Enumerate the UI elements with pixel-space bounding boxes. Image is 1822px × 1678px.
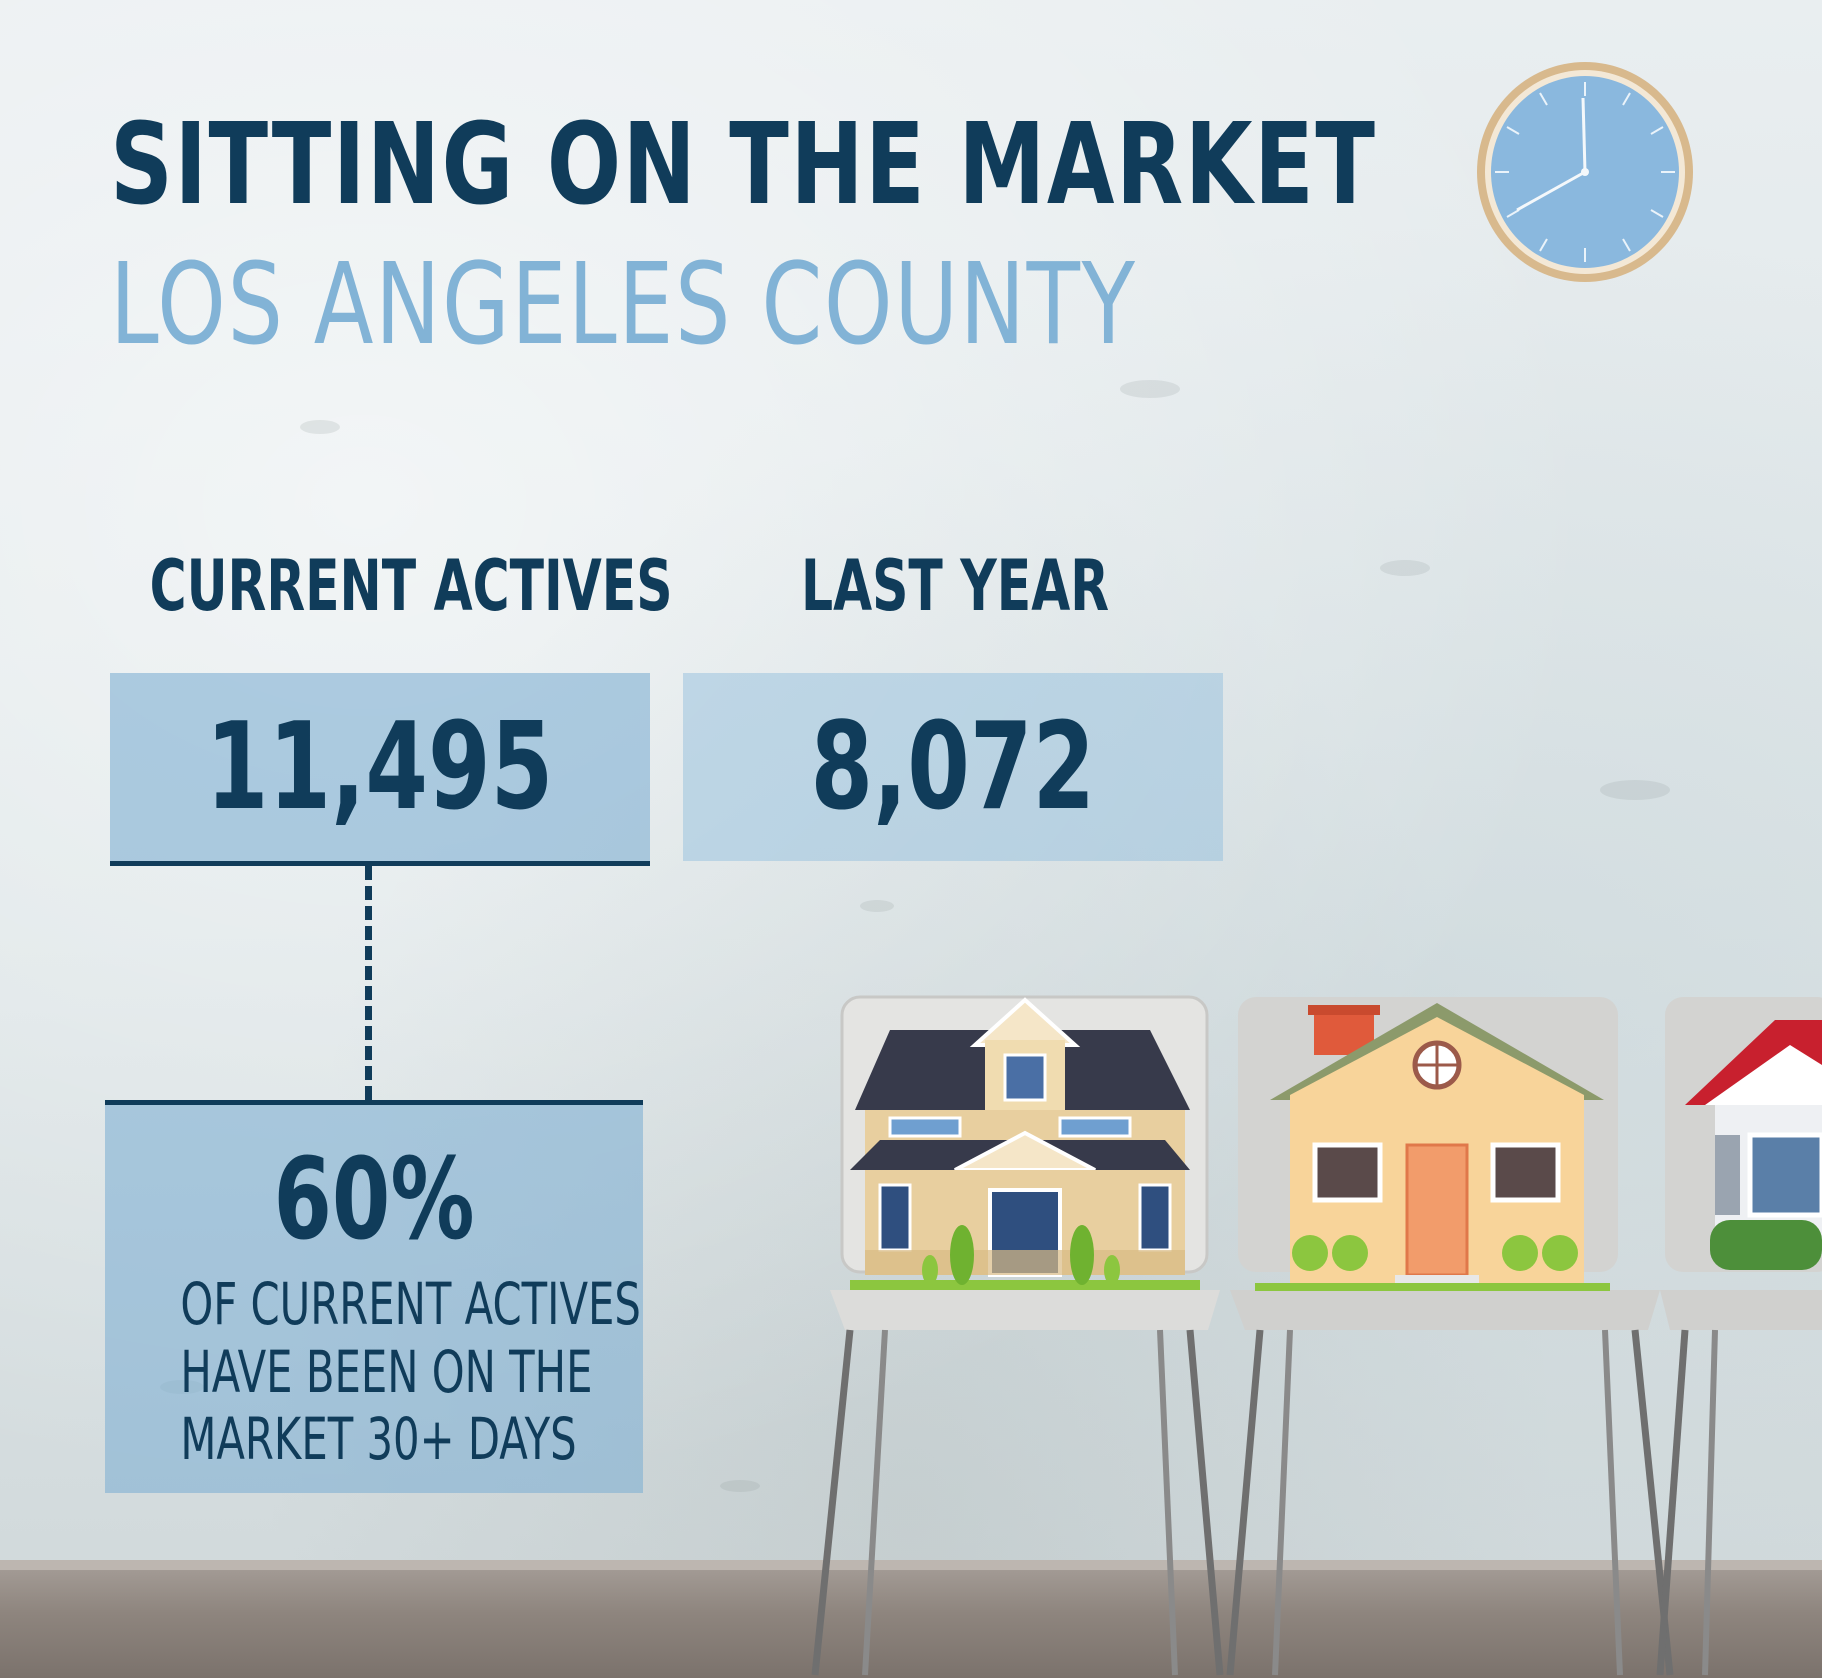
house-icon — [1685, 1020, 1822, 1270]
current-actives-value: 11,495 — [206, 697, 554, 837]
current-actives-label: CURRENT ACTIVES — [149, 545, 673, 627]
baseboard — [0, 1560, 1822, 1572]
house-icon — [1255, 1003, 1610, 1291]
percentage-value: 60% — [273, 1135, 475, 1265]
callout-line-2: HAVE BEEN ON THE — [180, 1338, 593, 1406]
last-year-label: LAST YEAR — [800, 545, 1110, 627]
percentage-callout: 60% OF CURRENT ACTIVES HAVE BEEN ON THE … — [105, 1100, 643, 1493]
house-icon — [850, 997, 1200, 1290]
dashed-connector — [365, 866, 372, 1100]
chairs-with-houses — [811, 995, 1822, 1676]
last-year-box: 8,072 — [683, 673, 1223, 861]
wall-clock-icon — [1477, 62, 1693, 282]
floor — [0, 1570, 1822, 1678]
last-year-value: 8,072 — [810, 697, 1096, 837]
page-subtitle: LOS ANGELES COUNTY — [110, 240, 1137, 370]
current-actives-box: 11,495 — [110, 673, 650, 866]
callout-line-3: MARKET 30+ DAYS — [180, 1405, 577, 1473]
callout-line-1: OF CURRENT ACTIVES — [180, 1270, 641, 1338]
page-title: SITTING ON THE MARKET — [110, 100, 1377, 230]
